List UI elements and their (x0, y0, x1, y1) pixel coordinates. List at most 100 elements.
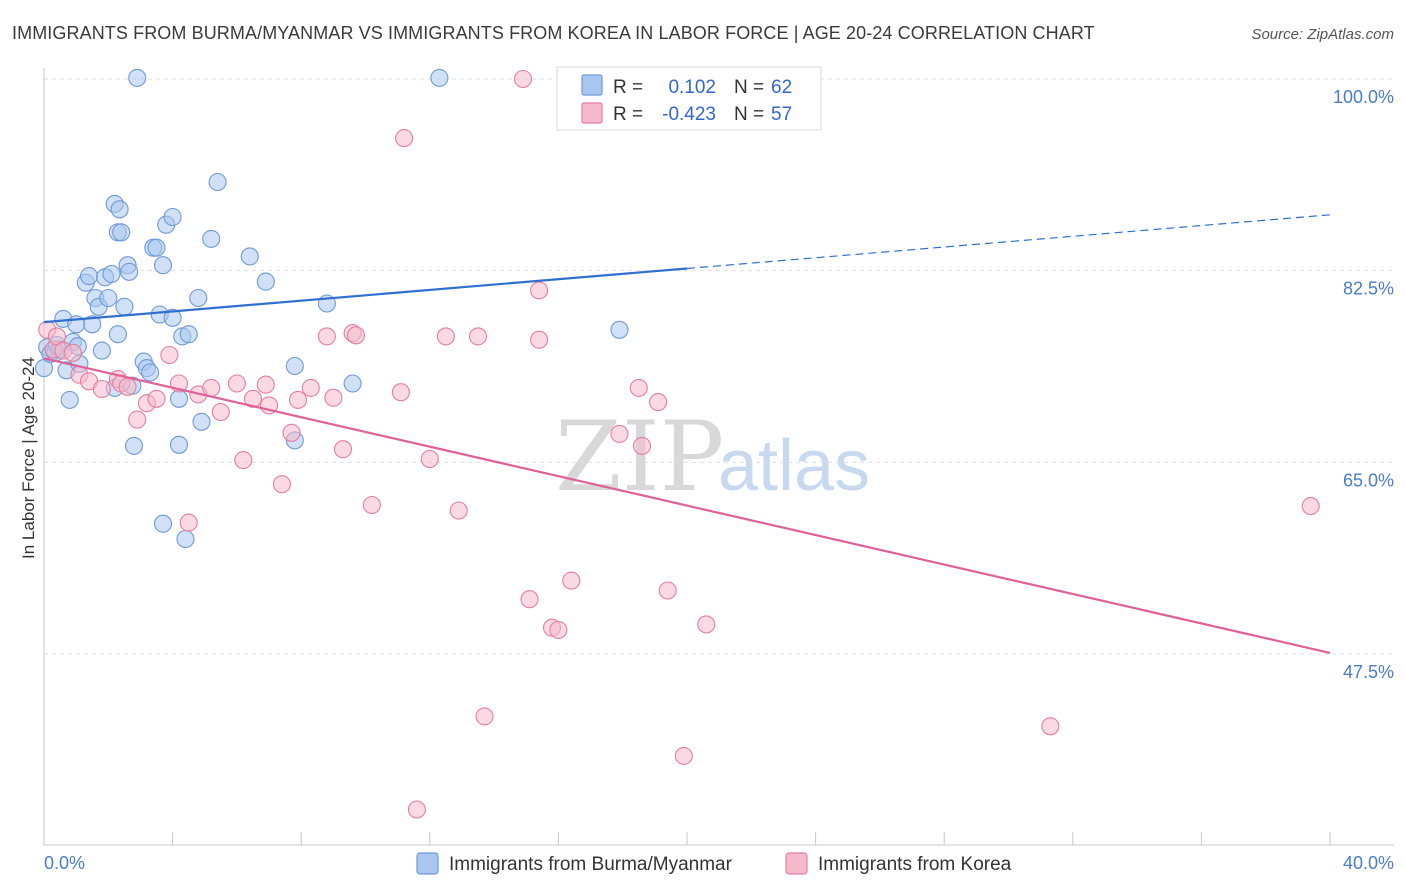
korea-trendline (43, 357, 1331, 654)
burma-point (610, 320, 629, 339)
chart-source: Source: ZipAtlas.com (1251, 26, 1394, 43)
burma-point (102, 264, 121, 284)
stats-burma-n-value: 62 (771, 77, 792, 98)
burma-point (192, 412, 211, 431)
y-tick-label: 100.0% (1333, 87, 1394, 107)
y-tick-label: 65.0% (1343, 470, 1394, 490)
stats-burma-r-label: R = (613, 77, 643, 98)
burma-point (169, 435, 189, 454)
axes (43, 68, 1394, 846)
korea-point (211, 402, 230, 422)
korea-point (179, 513, 198, 532)
korea-point (520, 590, 539, 609)
korea-point (147, 389, 166, 408)
burma-point (79, 267, 99, 286)
burma-point (256, 272, 275, 291)
korea-point (420, 449, 439, 469)
korea-point (301, 378, 320, 397)
burma-point (176, 529, 195, 549)
burma-point (153, 514, 173, 533)
burma-point (343, 374, 362, 393)
burma-point (163, 308, 182, 327)
korea-point (1041, 717, 1060, 736)
korea-point (513, 69, 533, 89)
korea-point (697, 615, 716, 634)
watermark-zip: ZIP (555, 401, 724, 513)
korea-point (346, 326, 365, 345)
stats-burma-n-label: N = (734, 77, 764, 98)
legend-burma-label: Immigrants from Burma/Myanmar (449, 854, 733, 875)
korea-point (449, 501, 468, 520)
korea-point (530, 330, 549, 349)
korea-point (317, 327, 336, 346)
korea-point (243, 389, 263, 408)
korea-point (202, 378, 221, 397)
stats-korea-r-value: -0.423 (662, 104, 716, 125)
korea-point (160, 345, 179, 365)
burma-point (99, 288, 118, 308)
korea-point (63, 343, 82, 362)
stats-box: R = 0.102 N = 62 R = -0.423 N = 57 (556, 66, 822, 131)
burma-point (108, 325, 127, 344)
korea-point (468, 327, 488, 346)
korea-point (649, 393, 668, 412)
korea-point (658, 581, 677, 600)
stats-korea-n-label: N = (734, 104, 764, 125)
korea-point (549, 620, 568, 639)
korea-point (227, 374, 246, 393)
korea-point (674, 746, 693, 765)
korea-point (391, 383, 410, 402)
y-tick-labels: 100.0% 82.5% 65.0% 47.5% (1333, 87, 1394, 682)
korea-point (256, 375, 275, 394)
legend-korea-swatch (785, 852, 808, 875)
korea-point (118, 377, 137, 396)
korea-point (234, 451, 253, 470)
burma-point (179, 325, 198, 344)
korea-point (324, 388, 343, 407)
korea-point (272, 475, 291, 494)
korea-point (632, 436, 652, 455)
korea-point (395, 129, 414, 148)
burma-trendline-extension (686, 214, 1331, 270)
burma-point (208, 172, 227, 192)
legend: Immigrants from Burma/Myanmar Immigrants… (416, 852, 1012, 875)
watermark: ZIP atlas (555, 401, 870, 513)
trendlines (43, 214, 1331, 654)
korea-point (333, 440, 353, 459)
korea-point (562, 571, 581, 590)
korea-point (128, 410, 147, 429)
y-tick-label: 47.5% (1343, 662, 1394, 682)
korea-point (530, 281, 549, 300)
burma-point (202, 229, 221, 248)
korea-point (407, 800, 426, 819)
stats-burma-swatch (581, 74, 603, 96)
burma-point (285, 356, 304, 376)
korea-point (1301, 497, 1320, 516)
y-tick-label: 82.5% (1343, 279, 1394, 299)
burma-point (153, 256, 173, 275)
burma-point (430, 68, 449, 87)
burma-point (112, 223, 131, 242)
korea-point (288, 390, 308, 409)
korea-point (362, 495, 381, 515)
burma-point (120, 262, 139, 281)
korea-point (282, 423, 301, 442)
stats-korea-n-value: 57 (771, 104, 792, 125)
burma-point (92, 341, 111, 360)
watermark-atlas: atlas (718, 426, 870, 506)
burma-point (60, 390, 79, 409)
burma-point (110, 200, 129, 219)
burma-point (189, 288, 208, 308)
burma-point (169, 389, 189, 408)
y-axis-label: In Labor Force | Age 20-24 (19, 357, 38, 559)
burma-point (163, 207, 182, 227)
burma-point (124, 436, 144, 455)
burma-point (128, 68, 147, 87)
burma-point (115, 297, 134, 316)
x-tick-label-min: 0.0% (44, 853, 85, 873)
chart-title: IMMIGRANTS FROM BURMA/MYANMAR VS IMMIGRA… (12, 23, 1095, 43)
gridlines (44, 78, 1394, 655)
x-tick-label-max: 40.0% (1343, 853, 1394, 873)
burma-point (240, 247, 259, 266)
